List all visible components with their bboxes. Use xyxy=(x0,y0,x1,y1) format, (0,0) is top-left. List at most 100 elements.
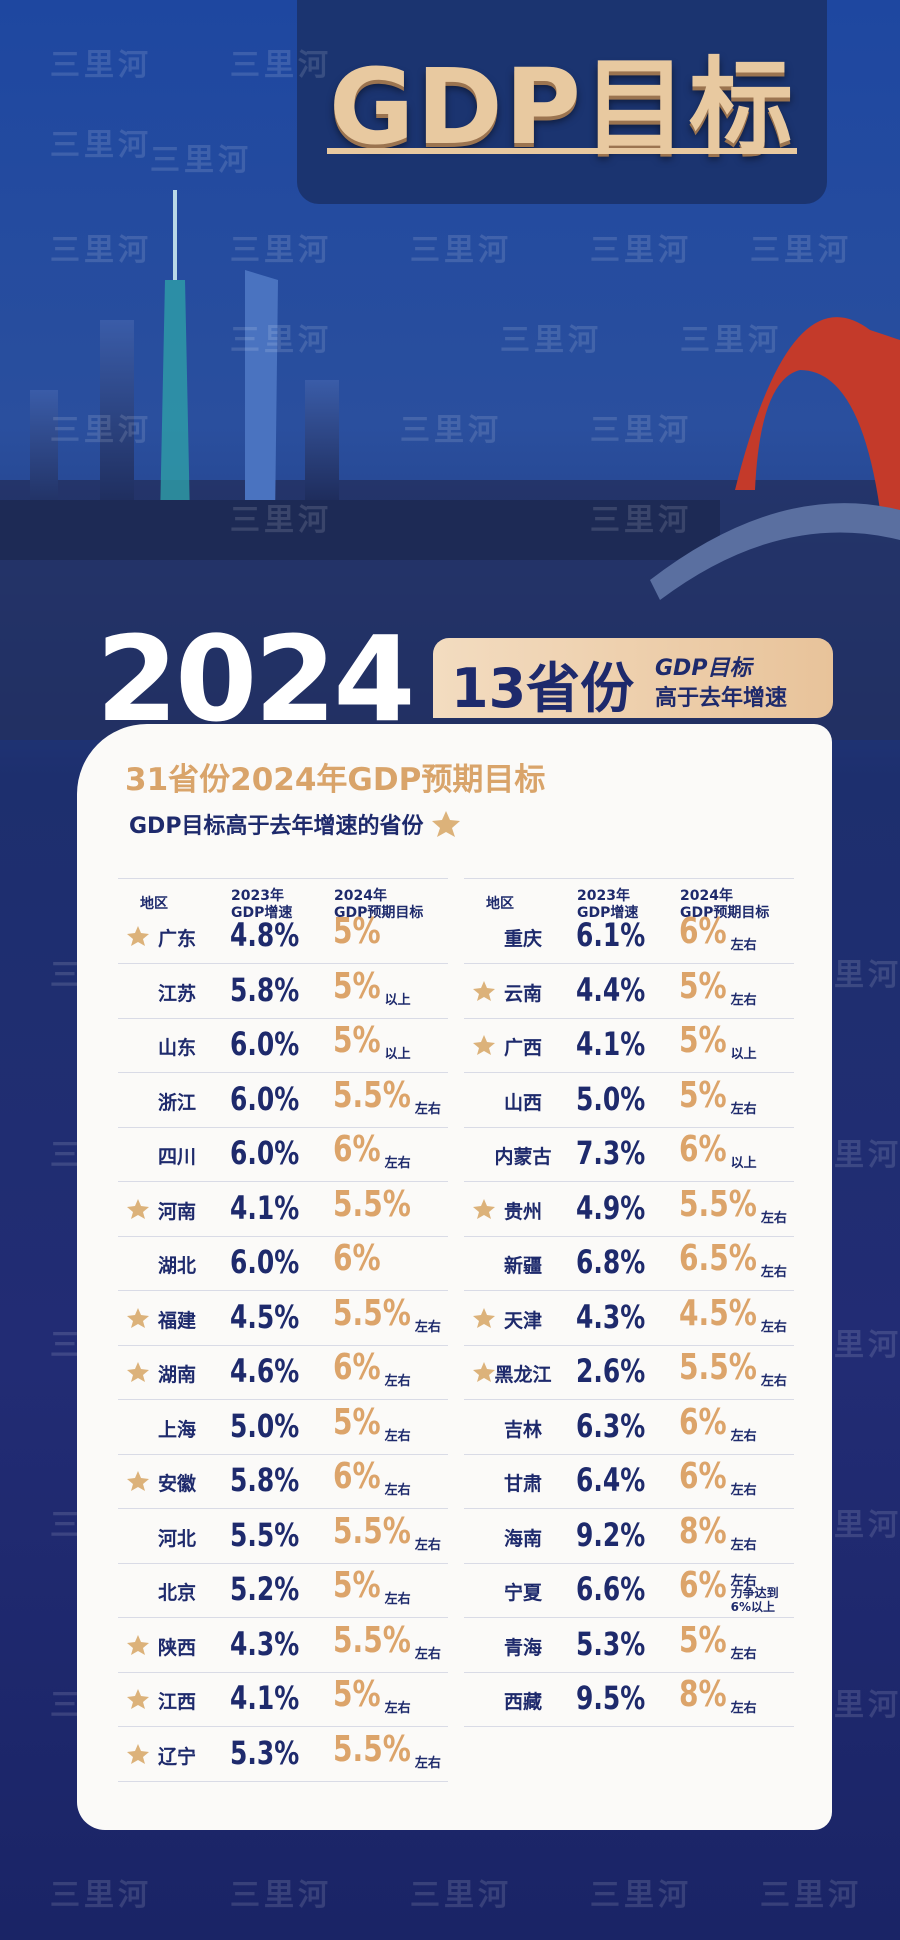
target-note: 左右 xyxy=(730,1537,757,1553)
target-note: 以上 xyxy=(384,992,411,1008)
watermark: 三里河 xyxy=(590,1878,692,1913)
title-rule xyxy=(327,148,797,154)
region: 天津 xyxy=(503,1309,542,1332)
gdp-2023: 2.6% xyxy=(576,1352,646,1390)
card-title: 31省份2024年GDP预期目标 xyxy=(125,762,546,798)
gdp-2023: 9.5% xyxy=(576,1679,646,1717)
gdp-2023: 6.0% xyxy=(230,1243,300,1281)
row-rule xyxy=(118,1344,448,1346)
region: 四川 xyxy=(157,1146,196,1168)
gdp-2023: 4.6% xyxy=(230,1352,300,1390)
target-extra: 力争达到6%以上 xyxy=(730,1586,779,1614)
target-2024: 6% xyxy=(679,911,727,952)
target-2024: 5.5% xyxy=(333,1728,411,1770)
region: 海南 xyxy=(503,1527,542,1550)
target-note: 左右 xyxy=(384,1701,411,1716)
region: 广西 xyxy=(503,1037,542,1059)
target-2024: 5% xyxy=(679,1020,727,1061)
star-marker xyxy=(127,1307,149,1328)
target-note: 以上 xyxy=(730,1156,757,1171)
gdp-2023: 6.1% xyxy=(576,916,646,954)
column-header: 2024年 xyxy=(334,888,387,904)
watermark: 三里河 xyxy=(230,48,332,83)
gdp-2023: 4.1% xyxy=(576,1025,646,1063)
watermark: 三里河 xyxy=(50,1878,152,1913)
region: 广东 xyxy=(157,928,196,950)
target-note: 左右 xyxy=(760,1319,787,1335)
row-rule xyxy=(118,963,448,965)
target-note: 左右 xyxy=(414,1319,441,1335)
region: 重庆 xyxy=(503,928,542,950)
gdp-2023: 4.1% xyxy=(230,1188,300,1227)
target-note: 左右 xyxy=(384,1374,411,1389)
target-note: 左右 xyxy=(730,1483,757,1498)
badge: 13省份 GDP目标 高于去年增速 xyxy=(433,638,833,720)
table-rule xyxy=(118,878,448,879)
table-rule xyxy=(464,878,794,879)
gdp-2023: 6.0% xyxy=(230,1025,300,1063)
gdp-2023: 4.1% xyxy=(230,1679,300,1717)
region: 河北 xyxy=(157,1527,196,1550)
row-rule xyxy=(118,1508,448,1510)
watermark: 三里河 xyxy=(750,233,852,268)
gdp-2023: 5.3% xyxy=(576,1624,646,1663)
watermark: 三里河 xyxy=(50,48,152,83)
row-rule xyxy=(118,1181,448,1183)
star-marker xyxy=(473,1362,495,1382)
gdp-2023: 4.5% xyxy=(230,1297,300,1336)
target-note: 左右 xyxy=(730,1428,757,1444)
gdp-2023: 5.2% xyxy=(230,1570,300,1608)
column-header: GDP预期目标 xyxy=(334,905,424,921)
target-2024: 6% xyxy=(679,1401,727,1443)
star-marker xyxy=(127,926,149,946)
target-2024: 6% xyxy=(679,1565,727,1606)
region: 江苏 xyxy=(157,982,196,1005)
gdp-2023: 4.8% xyxy=(230,916,300,954)
watermark: 三里河 xyxy=(50,413,152,448)
table-card: 31省份2024年GDP预期目标 GDP目标高于去年增速的省份 地区 2023年 G… xyxy=(77,724,832,1830)
gdp-2023: 6.0% xyxy=(230,1079,300,1118)
target-2024: 5.5% xyxy=(333,1292,411,1334)
column-header: 2023年 xyxy=(577,888,630,904)
target-2024: 5% xyxy=(679,1074,727,1116)
column-header: GDP增速 xyxy=(577,905,639,921)
row-rule xyxy=(118,1290,448,1292)
target-note: 左右 xyxy=(730,1574,757,1589)
column-header: 地区 xyxy=(486,896,514,912)
target-note: 左右 xyxy=(414,1537,441,1553)
row-rule xyxy=(464,1508,794,1510)
target-note: 左右 xyxy=(384,1483,411,1498)
watermark: 三里河 xyxy=(410,1878,512,1913)
gdp-2023: 5.0% xyxy=(576,1079,646,1118)
row-rule xyxy=(118,1617,448,1619)
watermark: 三里河 xyxy=(230,323,332,358)
region: 北京 xyxy=(157,1582,196,1604)
region: 黑龙江 xyxy=(494,1364,552,1386)
target-2024: 5% xyxy=(333,1020,381,1061)
target-2024: 5.5% xyxy=(333,1183,411,1225)
target-2024: 5% xyxy=(679,1619,727,1661)
target-2024: 5% xyxy=(333,911,381,952)
target-note: 左右 xyxy=(730,992,757,1008)
watermark: 三里河 xyxy=(230,1878,332,1913)
target-note: 以上 xyxy=(384,1047,411,1062)
badge-line: 高于去年增速 xyxy=(655,686,788,711)
row-rule xyxy=(118,1017,448,1019)
row-rule xyxy=(118,1726,448,1728)
target-2024: 6% xyxy=(333,1129,381,1170)
watermark: 三里河 xyxy=(760,1878,862,1913)
gdp-2023: 5.3% xyxy=(230,1733,300,1772)
star-marker xyxy=(473,1307,495,1328)
gdp-2023: 6.0% xyxy=(230,1134,300,1172)
gdp-2023: 6.3% xyxy=(576,1406,646,1445)
target-note: 左右 xyxy=(730,1646,757,1662)
watermark: 三里河 xyxy=(50,128,152,163)
row-rule xyxy=(118,1235,448,1237)
target-2024: 5.5% xyxy=(333,1619,411,1661)
row-rule xyxy=(118,1453,448,1455)
target-2024: 6% xyxy=(679,1456,727,1497)
watermark: 三里河 xyxy=(500,323,602,358)
target-note: 左右 xyxy=(760,1374,787,1389)
row-rule xyxy=(118,1562,448,1564)
row-rule xyxy=(464,1562,794,1564)
